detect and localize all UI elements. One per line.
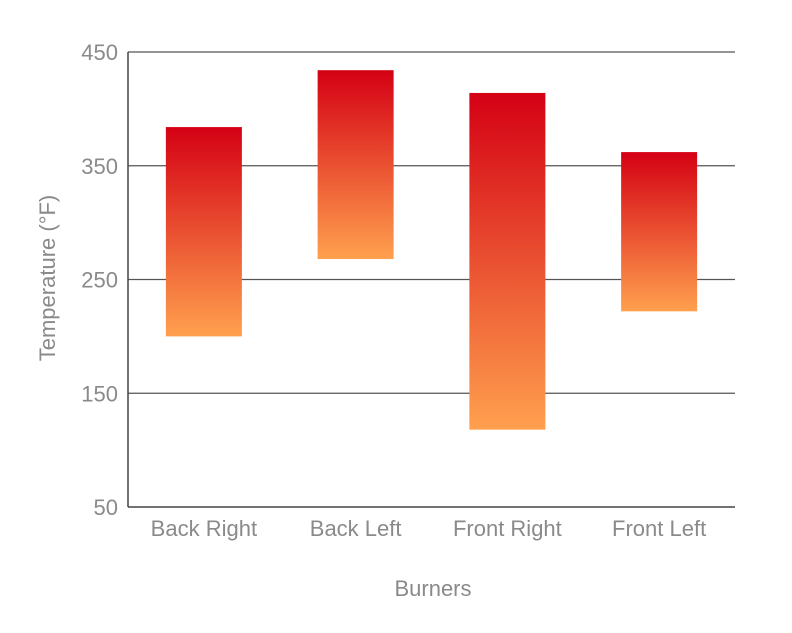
bars (165, 70, 698, 430)
bar-back-right (165, 127, 242, 337)
bar-front-left (621, 152, 698, 312)
y-tick-labels: 50 150 250 350 450 (81, 40, 118, 520)
y-tick-label: 250 (81, 268, 118, 293)
y-tick-label: 350 (81, 154, 118, 179)
x-axis-title: Burners (394, 576, 471, 601)
y-tick-label: 50 (94, 495, 118, 520)
y-axis-title: Temperature (°F) (35, 195, 60, 362)
bar-front-right (469, 92, 546, 430)
axes (127, 52, 735, 508)
bar-back-left (317, 70, 394, 260)
x-tick-label: Front Right (453, 516, 562, 541)
x-tick-label: Back Right (151, 516, 257, 541)
x-tick-label: Front Left (612, 516, 706, 541)
y-tick-label: 150 (81, 381, 118, 406)
x-tick-labels: Back Right Back Left Front Right Front Left (151, 516, 707, 541)
y-tick-label: 450 (81, 40, 118, 65)
x-tick-label: Back Left (310, 516, 402, 541)
